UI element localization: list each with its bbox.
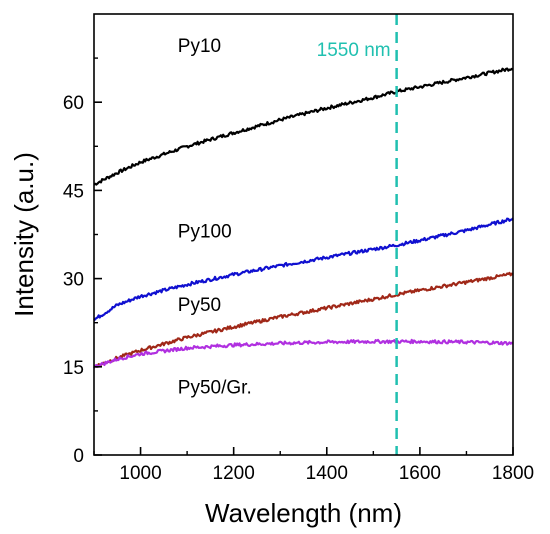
- series-line-0: [93, 67, 514, 186]
- y-tick-label-4: 60: [63, 93, 84, 114]
- y-tick-label-0: 0: [73, 446, 84, 467]
- x-tick-label-2: 1400: [306, 463, 348, 484]
- series-line-2: [93, 271, 514, 369]
- y-tick-label-2: 30: [63, 270, 84, 291]
- vline-label-0: 1550 nm: [317, 40, 391, 61]
- series-label-layer: Py10 Py100 Py50 Py50/Gr.: [178, 36, 252, 398]
- y-axis-ticks: 0 15 30 45 60: [63, 57, 102, 467]
- series-label-0: Py10: [178, 36, 221, 57]
- y-tick-label-1: 15: [63, 358, 84, 379]
- x-tick-label-1: 1200: [213, 463, 255, 484]
- annotation-layer: 1550 nm: [317, 14, 398, 455]
- x-tick-label-0: 1000: [119, 463, 161, 484]
- x-tick-label-4: 1800: [492, 463, 534, 484]
- series-label-3: Py50/Gr.: [178, 377, 252, 398]
- y-axis-title: Intensity (a.u.): [9, 152, 39, 317]
- x-axis-ticks: 1000 1200 1400 1600 1800: [93, 447, 534, 484]
- series-line-3: [93, 338, 514, 369]
- x-axis-title: Wavelength (nm): [205, 498, 402, 528]
- x-tick-label-3: 1600: [399, 463, 441, 484]
- series-line-1: [93, 217, 514, 322]
- series-layer: [93, 67, 514, 369]
- series-label-2: Py50: [178, 295, 221, 316]
- series-label-1: Py100: [178, 221, 232, 242]
- y-tick-label-3: 45: [63, 181, 84, 202]
